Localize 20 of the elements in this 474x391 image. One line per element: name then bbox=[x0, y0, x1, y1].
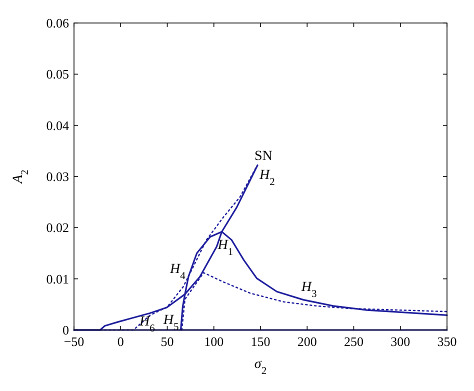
annotation: H$_{3}$ bbox=[300, 280, 317, 300]
annotation: H$_{2}$ bbox=[258, 168, 275, 188]
x-tick-label: 0 bbox=[117, 334, 124, 349]
annotation: H$_{4}$ bbox=[169, 262, 186, 282]
x-tick-label: 200 bbox=[297, 334, 317, 349]
annotation: SN bbox=[254, 149, 272, 164]
y-tick-label: 0.02 bbox=[46, 220, 69, 236]
y-tick-label: 0.01 bbox=[46, 271, 69, 286]
y-tick-label: 0.04 bbox=[46, 118, 70, 133]
x-tick-label: 250 bbox=[344, 334, 364, 349]
annotation: H$_{1}$ bbox=[216, 238, 234, 258]
x-tick-label: 350 bbox=[437, 334, 457, 349]
x-tick-label: 300 bbox=[390, 334, 410, 349]
x-axis-title: σ$_{2}$ bbox=[254, 357, 267, 376]
x-tick-label: 100 bbox=[204, 334, 224, 349]
x-tick-label: 50 bbox=[160, 334, 174, 349]
y-tick-label: 0.06 bbox=[46, 16, 70, 30]
y-tick-label: 0.03 bbox=[46, 169, 69, 184]
y-tick-label: 0.05 bbox=[46, 66, 69, 82]
x-tick-label: 150 bbox=[250, 334, 270, 349]
